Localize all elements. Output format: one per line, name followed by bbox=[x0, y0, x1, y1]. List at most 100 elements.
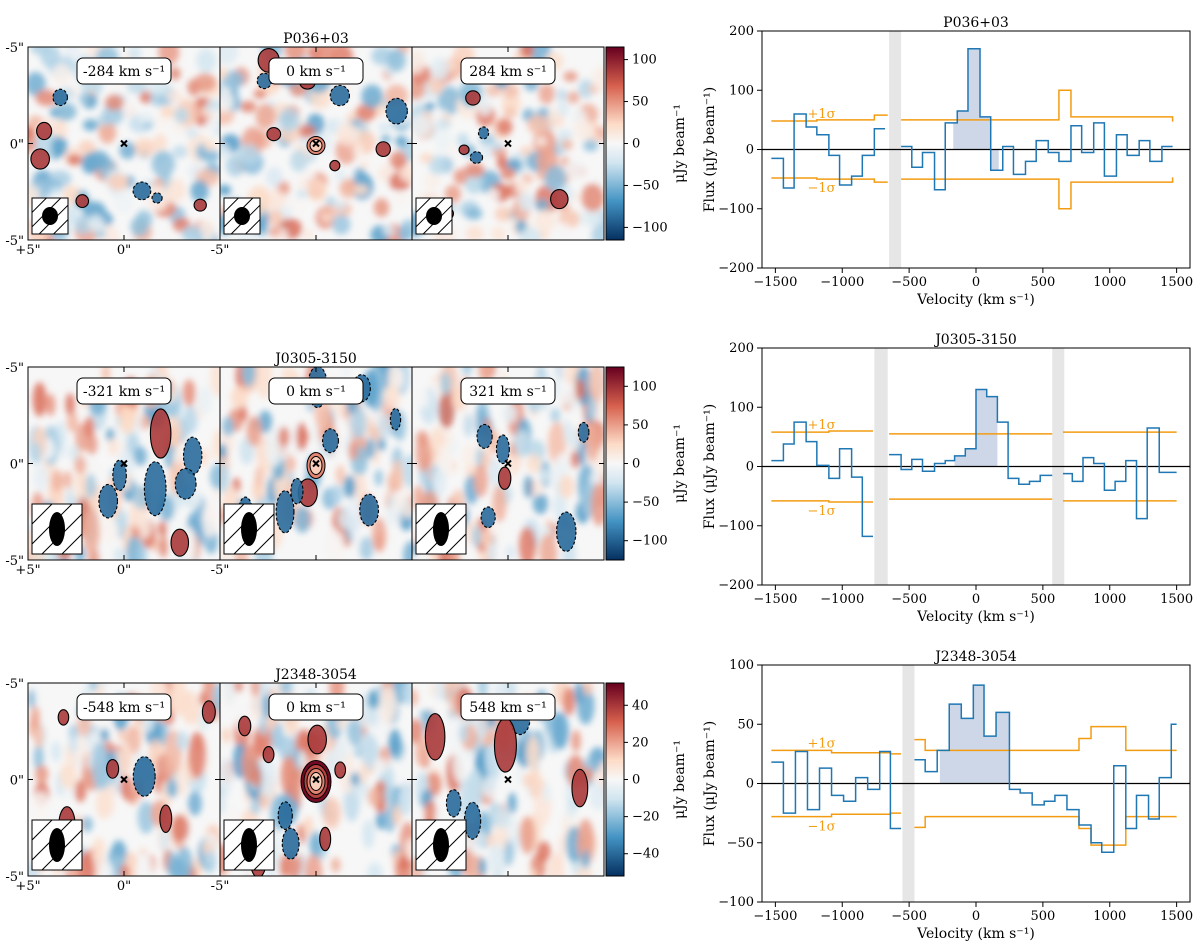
hatch-line bbox=[61, 849, 82, 870]
x-tick-label: -5" bbox=[211, 563, 230, 578]
colorbar-tick-label: 0 bbox=[632, 773, 640, 788]
y-tick-label: −100 bbox=[718, 202, 754, 217]
hatch-line bbox=[416, 820, 457, 861]
velocity-label: 548 km s⁻¹ bbox=[469, 700, 547, 716]
hatch-line bbox=[416, 198, 431, 214]
negative-contour bbox=[143, 461, 167, 517]
colorbar-tick-label: −50 bbox=[632, 178, 659, 193]
line-emission-fill bbox=[939, 685, 1010, 784]
velocity-label: -284 km s⁻¹ bbox=[83, 64, 165, 80]
plus-sigma-label: +1σ bbox=[807, 107, 835, 122]
spectrum-title: J0305-3150 bbox=[933, 332, 1017, 348]
velocity-label-box bbox=[76, 377, 172, 405]
positive-contour bbox=[424, 713, 446, 761]
positive-contour bbox=[458, 144, 470, 156]
beam-inset bbox=[415, 503, 467, 555]
x-axis-label: Velocity (km s⁻¹) bbox=[916, 926, 1035, 942]
colorbar-tick-label: 0 bbox=[632, 137, 640, 152]
x-tick-label: +5" bbox=[15, 243, 40, 258]
hatch-line bbox=[32, 820, 73, 861]
map-title: J2348-3054 bbox=[273, 667, 357, 683]
map-panel: 0 km s⁻¹ bbox=[219, 682, 413, 877]
hatch-line bbox=[41, 829, 82, 870]
x-tick-label: −500 bbox=[891, 592, 927, 607]
negative-contour bbox=[385, 97, 408, 125]
positive-contour bbox=[159, 804, 173, 834]
negative-contour bbox=[389, 407, 402, 431]
positive-contour bbox=[571, 768, 589, 808]
minus-sigma-line bbox=[771, 498, 1177, 503]
hatch-line bbox=[224, 198, 239, 214]
positive-contour bbox=[334, 761, 347, 779]
velocity-label-box bbox=[268, 693, 364, 721]
map-panel: 284 km s⁻¹ bbox=[411, 46, 605, 241]
hatch-line bbox=[61, 533, 82, 554]
beam-inset bbox=[31, 819, 83, 871]
x-tick-label: 0 bbox=[972, 275, 980, 290]
negative-contour bbox=[476, 423, 493, 449]
positive-contour bbox=[497, 466, 512, 490]
colorbar-label: μJy beam⁻¹ bbox=[672, 104, 688, 183]
center-cross-icon bbox=[312, 459, 320, 468]
colorbar-tick-label: 50 bbox=[632, 418, 649, 433]
hatch-line bbox=[32, 504, 33, 505]
spectrum-panel-2: +1σ−1σ−1500 −1000 −500 0 500 1000 1500−200−100… bbox=[702, 332, 1193, 625]
positive-contour bbox=[262, 746, 275, 764]
hatch-line bbox=[416, 504, 437, 525]
negative-contour bbox=[52, 88, 69, 107]
velocity-label: 0 km s⁻¹ bbox=[286, 64, 346, 80]
center-cross-icon bbox=[504, 139, 512, 148]
y-tick-label: −50 bbox=[727, 836, 754, 851]
x-tick-label: 500 bbox=[1030, 592, 1055, 607]
negative-contour bbox=[174, 467, 197, 500]
negative-contour bbox=[556, 511, 577, 552]
center-cross-icon bbox=[120, 139, 128, 148]
minus-sigma-label: −1σ bbox=[807, 820, 835, 835]
map-title: P036+03 bbox=[283, 31, 349, 47]
x-axis-label: Velocity (km s⁻¹) bbox=[916, 609, 1035, 625]
minus-sigma-line bbox=[771, 812, 1177, 846]
negative-contour bbox=[477, 126, 490, 140]
beam-ellipse bbox=[433, 512, 449, 546]
colorbar-tick-label: −40 bbox=[632, 847, 659, 862]
beam-ellipse bbox=[241, 512, 257, 546]
hatch-line bbox=[32, 198, 47, 214]
colorbar-tick-label: −100 bbox=[632, 534, 668, 549]
negative-contour bbox=[290, 477, 304, 505]
beam-ellipse bbox=[49, 512, 65, 546]
hatch-line bbox=[32, 504, 73, 545]
x-tick-label: −1500 bbox=[753, 592, 797, 607]
positive-contour bbox=[106, 758, 120, 779]
velocity-label: 284 km s⁻¹ bbox=[469, 64, 547, 80]
map-row-1: P036+03 -284 km s⁻¹ 0 km s⁻¹ 284 km s⁻¹ -5" 0… bbox=[5, 31, 688, 258]
hatch-line bbox=[425, 829, 466, 870]
hatch-line bbox=[224, 820, 245, 841]
negative-contour bbox=[445, 789, 462, 818]
x-tick-label: −1000 bbox=[820, 592, 864, 607]
colorbar-gradient bbox=[605, 366, 625, 561]
minus-sigma-label: −1σ bbox=[807, 504, 835, 519]
negative-contour bbox=[321, 428, 339, 454]
hatch-line bbox=[245, 218, 260, 234]
beam-box bbox=[223, 197, 261, 235]
beam-inset bbox=[31, 197, 69, 235]
y-axis-label: Flux (μJy beam⁻¹) bbox=[702, 404, 718, 529]
y-tick-label: -5" bbox=[5, 234, 24, 249]
x-tick-label: −1500 bbox=[753, 909, 797, 924]
x-tick-label: -5" bbox=[211, 879, 230, 894]
plus-sigma-line bbox=[771, 725, 1177, 755]
x-tick-label: −1000 bbox=[820, 909, 864, 924]
x-tick-label: +5" bbox=[15, 563, 40, 578]
velocity-label-box bbox=[460, 57, 556, 85]
positive-contour bbox=[170, 528, 190, 557]
hatch-line bbox=[32, 504, 53, 525]
map-panel: -284 km s⁻¹ bbox=[27, 46, 221, 241]
positive-contour bbox=[329, 159, 341, 172]
velocity-label: -548 km s⁻¹ bbox=[83, 700, 165, 716]
hatch-line bbox=[233, 829, 274, 870]
x-tick-label: 1000 bbox=[1093, 275, 1126, 290]
velocity-label: 321 km s⁻¹ bbox=[469, 384, 547, 400]
center-cross-icon bbox=[504, 459, 512, 468]
x-tick-label: 0" bbox=[117, 243, 131, 258]
positive-contour bbox=[375, 141, 391, 158]
